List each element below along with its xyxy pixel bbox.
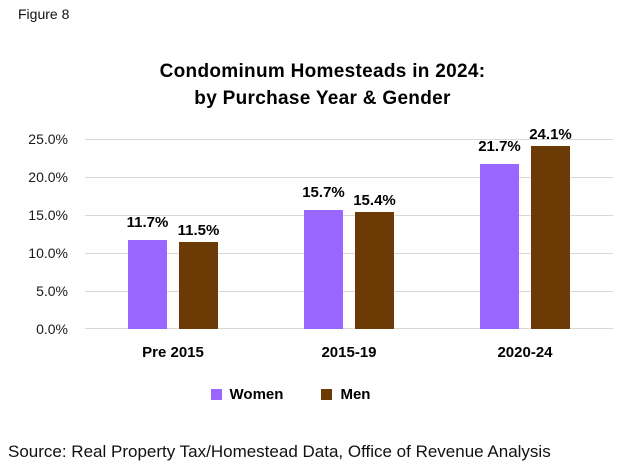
chart-title-line2: by Purchase Year & Gender <box>194 88 451 109</box>
men-swatch-icon <box>321 389 333 400</box>
y-tick-label: 0.0% <box>36 321 68 337</box>
plot-area: 11.7% 11.5% 15.7% 15.4% 21.7% 24.1% <box>85 126 613 329</box>
bar-value-label: 11.5% <box>177 221 220 239</box>
bar-women-2015-19 <box>304 209 343 329</box>
gridline <box>85 253 613 254</box>
bar-women-pre-2015 <box>128 240 167 329</box>
bar-value-label: 21.7% <box>478 138 521 156</box>
bar-value-label: 11.7% <box>126 214 169 232</box>
legend-item-men: Men <box>321 386 370 403</box>
y-tick-label: 20.0% <box>28 169 68 185</box>
y-tick-label: 10.0% <box>28 245 68 261</box>
chart-title: Condominum Homesteads in 2024: by Purcha… <box>20 58 625 112</box>
legend-item-women: Women <box>210 386 284 403</box>
legend-label-women: Women <box>229 386 284 403</box>
legend: Women Men <box>0 386 581 403</box>
gridline <box>85 177 613 178</box>
y-tick-label: 5.0% <box>36 283 68 299</box>
y-tick-label: 15.0% <box>28 207 68 223</box>
women-swatch-icon <box>210 389 222 400</box>
bar-value-label: 24.1% <box>529 125 572 143</box>
y-axis: 0.0% 5.0% 10.0% 15.0% 20.0% 25.0% <box>0 131 68 337</box>
gridline <box>85 291 613 292</box>
gridline <box>85 215 613 216</box>
gridline <box>85 139 613 140</box>
bar-value-label: 15.7% <box>302 183 345 201</box>
category-label: Pre 2015 <box>142 344 204 361</box>
x-axis: Pre 2015 2015-19 2020-24 <box>85 344 613 364</box>
bar-men-pre-2015 <box>179 241 218 329</box>
category-label: 2015-19 <box>321 344 377 361</box>
bar-women-2020-24 <box>480 164 519 329</box>
bar-value-label: 15.4% <box>353 191 396 209</box>
legend-label-men: Men <box>340 386 371 403</box>
chart-title-line1: Condominum Homesteads in 2024: <box>159 61 486 82</box>
category-label: 2020-24 <box>497 344 553 361</box>
source-note: Source: Real Property Tax/Homestead Data… <box>8 442 551 461</box>
figure-label: Figure 8 <box>18 6 70 22</box>
bar-men-2015-19 <box>355 211 394 329</box>
bar-men-2020-24 <box>531 145 570 329</box>
y-tick-label: 25.0% <box>28 131 68 147</box>
gridline <box>85 328 613 329</box>
